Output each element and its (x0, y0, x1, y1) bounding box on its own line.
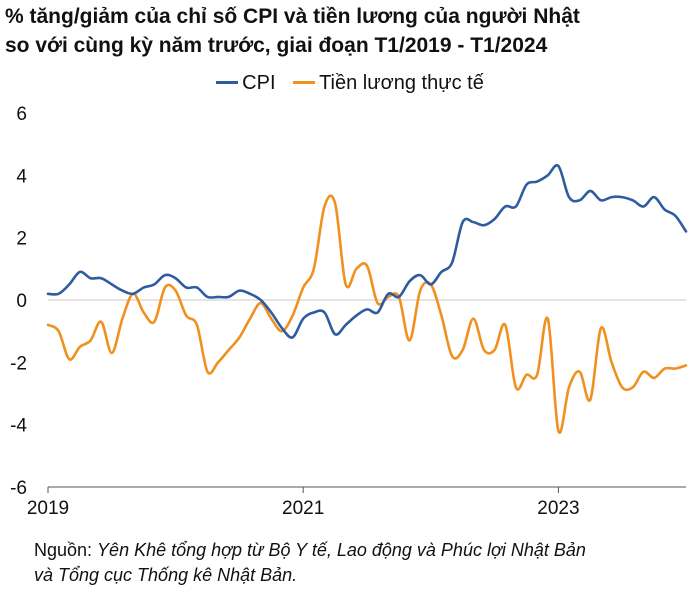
y-tick-label: 2 (16, 229, 27, 250)
source-prefix: Nguồn: (34, 540, 98, 560)
chart-title-line-1: % tăng/giảm của chỉ số CPI và tiền lương… (5, 5, 580, 28)
y-tick-label: -2 (10, 353, 27, 374)
y-tick-label: -4 (10, 416, 27, 437)
legend-label-cpi: CPI (242, 71, 276, 94)
series-line-wage (46, 194, 688, 435)
legend-swatch-cpi (216, 81, 239, 84)
x-tick-label: 2021 (282, 498, 324, 519)
legend-item-cpi: CPI (216, 71, 276, 95)
x-tick-label: 2023 (537, 498, 579, 519)
y-tick-label: 4 (16, 166, 27, 187)
y-tick-label: 0 (16, 291, 27, 312)
chart-title-line-2: so với cùng kỳ năm trước, giai đoạn T1/2… (5, 34, 548, 57)
chart-title: % tăng/giảm của chỉ số CPI và tiền lương… (5, 2, 695, 60)
x-tick-label: 2019 (27, 498, 69, 519)
legend-label-wage: Tiền lương thực tế (319, 71, 484, 94)
legend-item-wage: Tiền lương thực tế (293, 71, 484, 95)
series-line-cpi (46, 163, 688, 339)
source-note: Nguồn: Yên Khê tổng hợp từ Bộ Y tế, Lao … (34, 538, 674, 588)
y-tick-label: 6 (16, 104, 27, 125)
source-text-line-2: và Tổng cục Thống kê Nhật Bản. (34, 565, 298, 585)
legend-swatch-wage (293, 81, 316, 84)
source-text-line-1: Yên Khê tổng hợp từ Bộ Y tế, Lao động và… (97, 540, 586, 560)
legend: CPI Tiền lương thực tế (0, 66, 700, 95)
y-tick-label: -6 (10, 478, 27, 499)
